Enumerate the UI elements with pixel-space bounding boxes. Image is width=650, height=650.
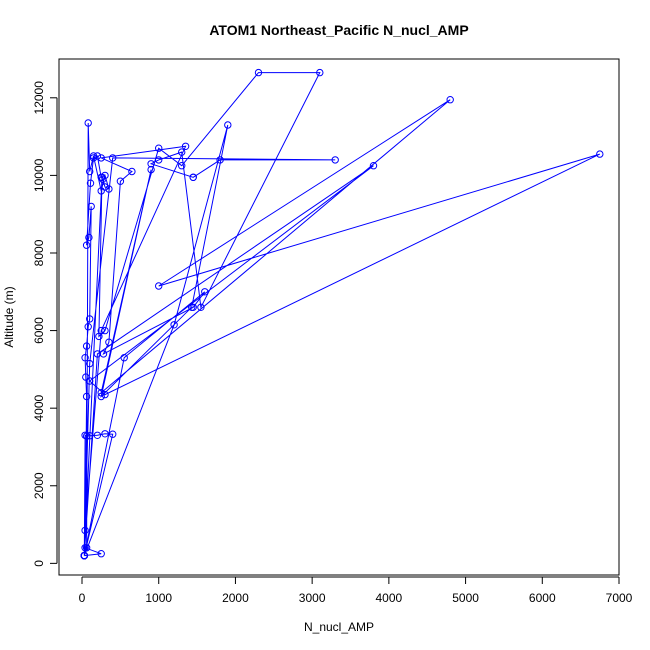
y-tick-label: 8000 (32, 239, 46, 266)
data-point (93, 152, 102, 160)
x-tick-label: 2000 (222, 591, 249, 605)
x-tick-label: 1000 (145, 591, 172, 605)
data-point (82, 373, 90, 381)
chart-title: ATOM1 Northeast_Pacific N_nucl_AMP (209, 22, 468, 38)
data-point (86, 167, 94, 176)
plot-frame (58, 58, 620, 576)
data-point (178, 162, 186, 170)
data-point (254, 68, 263, 77)
data-point (101, 390, 109, 399)
data-point (101, 326, 109, 335)
data-point (89, 152, 98, 160)
x-tick-label: 7000 (606, 591, 633, 605)
data-point (116, 177, 125, 185)
data-point (97, 326, 105, 335)
data-point (105, 338, 113, 346)
data-point (155, 282, 163, 290)
data-point (369, 162, 378, 170)
y-axis: 0 2000 4000 6000 8000 10000 12000 (32, 81, 58, 567)
data-point (86, 315, 94, 323)
x-tick-label: 3000 (299, 591, 326, 605)
data-point (181, 142, 190, 151)
x-tick-label: 6000 (529, 591, 556, 605)
data-point (446, 96, 454, 104)
data-point (155, 144, 163, 152)
data-point (87, 202, 95, 211)
data-point (224, 121, 232, 129)
data-point (81, 526, 89, 535)
data-point (80, 551, 89, 560)
data-point (97, 392, 105, 401)
data-point (216, 156, 224, 164)
data-point (128, 167, 136, 176)
data-point (89, 154, 98, 162)
data-point (82, 544, 91, 552)
data-point (189, 173, 197, 182)
x-tick-label: 0 (79, 591, 86, 605)
data-point (178, 148, 186, 156)
data-point (85, 233, 93, 242)
data-point (84, 323, 92, 331)
data-point (99, 350, 108, 358)
plot-area (80, 68, 604, 560)
data-point (147, 165, 155, 174)
data-point (109, 430, 117, 438)
data-point (97, 154, 105, 162)
y-tick-label: 12000 (32, 81, 46, 115)
data-point (147, 160, 155, 168)
data-point (189, 303, 197, 311)
data-point (316, 68, 324, 77)
y-tick-label: 4000 (32, 395, 46, 422)
data-point (596, 150, 604, 158)
data-point (86, 432, 94, 440)
data-point (98, 173, 106, 182)
data-point (82, 342, 91, 350)
data-point (155, 156, 163, 164)
data-point (109, 154, 117, 162)
x-axis-label: N_nucl_AMP (304, 620, 374, 634)
data-point (82, 392, 91, 401)
data-point (81, 354, 89, 362)
data-point (170, 321, 178, 329)
data-point (86, 359, 94, 368)
data-point (101, 430, 109, 438)
data-point (97, 389, 105, 397)
data-point (331, 156, 339, 164)
data-point (105, 185, 113, 193)
data-point (201, 288, 209, 296)
data-point (93, 431, 102, 439)
y-tick-label: 2000 (32, 472, 46, 499)
y-tick-label: 10000 (32, 158, 46, 192)
series-line (83, 72, 601, 557)
x-axis: 0 1000 2000 3000 4000 5000 6000 7000 (79, 576, 633, 605)
y-tick-label: 6000 (32, 317, 46, 344)
x-tick-label: 5000 (452, 591, 479, 605)
y-axis-label: Altitude (m) (2, 286, 16, 347)
data-point (97, 550, 105, 558)
data-point (81, 431, 89, 439)
data-point (120, 354, 128, 362)
data-point (97, 187, 105, 195)
data-point (86, 179, 95, 187)
data-point (197, 303, 205, 311)
x-tick-label: 4000 (376, 591, 403, 605)
data-point (82, 241, 91, 249)
data-point (101, 183, 109, 191)
data-point (84, 119, 92, 127)
data-point (86, 377, 94, 385)
y-tick-label: 0 (32, 560, 46, 567)
